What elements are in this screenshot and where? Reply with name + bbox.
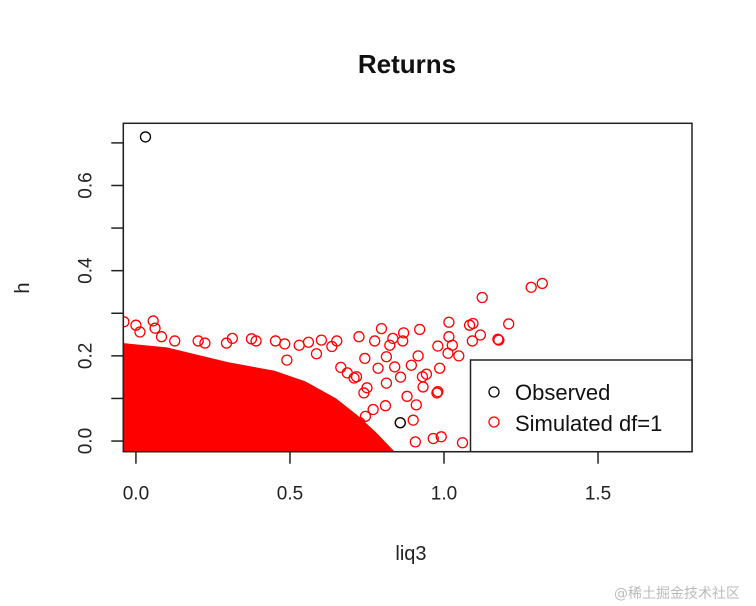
simulated-point [453,350,465,362]
simulated-point [467,317,479,330]
simulated-point [536,277,548,290]
legend-label-observed: Observed [515,380,610,405]
simulated-point [456,437,469,449]
simulated-point [384,339,396,351]
y-tick-label: 0.4 [75,257,96,284]
simulated-point [358,387,370,399]
simulated-point [359,410,372,422]
simulated-point [354,417,366,429]
x-tick-label: 0.0 [123,484,149,505]
simulated-point [492,333,504,345]
simulated-point [397,327,410,339]
observed-point [139,131,152,143]
simulated-point [401,390,413,402]
plot-area [123,131,548,452]
simulated-point [379,400,392,412]
simulated-point [281,354,293,366]
simulated-point [310,348,323,360]
watermark: @稀土掘金技术社区 [614,586,740,602]
simulated-point [192,335,204,347]
simulated-point [335,361,347,374]
x-axis: 0.0 0.5 1.0 1.5 [123,450,611,505]
simulated-point [525,281,537,293]
simulated-point [169,335,181,347]
simulated-point [394,371,407,383]
simulated-point [293,339,305,351]
simulated-point [474,329,487,341]
simulated-point [389,361,401,373]
simulated-point [432,340,444,352]
simulated-point [220,337,233,349]
simulated-point [348,372,360,384]
simulated-point [369,335,381,347]
simulated-point [341,367,353,379]
legend-marker-observed [488,386,500,398]
simulated-point [269,335,282,347]
simulated-point [147,315,159,327]
simulated-point [353,331,365,343]
x-tick-label: 1.0 [431,484,457,505]
legend: Observed Simulated df=1 [469,359,693,453]
simulated-point [503,318,515,330]
simulated-point [407,414,419,426]
x-tick-label: 0.5 [277,484,303,505]
simulated-point [326,340,338,353]
legend-marker-simulated [488,416,500,428]
legend-label-simulated: Simulated df=1 [515,411,662,436]
simulated-point [414,323,426,336]
legend-box [469,359,693,453]
simulated-point [250,335,262,347]
simulated-point [442,347,454,359]
simulated-point [432,385,444,398]
simulated-point [134,326,146,338]
observed-point [394,417,406,429]
y-tick-label: 0.6 [75,172,96,198]
simulated-point [359,352,371,365]
simulated-point [380,377,393,389]
simulated-point [434,362,446,374]
simulated-point [367,403,379,416]
simulated-point [417,381,429,393]
simulated-point [149,322,161,334]
x-axis-title: liq3 [395,543,426,565]
y-axis: 0.0 0.2 0.4 0.6 [75,142,125,454]
simulated-point [375,322,388,335]
simulated-point [302,336,315,348]
y-tick-label: 0.2 [75,343,96,369]
simulated-point [466,335,478,347]
simulated-dense-region [123,343,395,452]
simulated-point [155,331,168,343]
simulated-point [397,335,409,347]
simulated-point [279,338,291,350]
simulated-point [435,431,447,443]
simulated-point [372,362,384,374]
simulated-point [380,351,393,363]
simulated-point [416,371,429,383]
simulated-point [431,387,443,399]
x-tick-label: 1.5 [585,484,611,505]
chart-title: Returns [358,49,456,79]
simulated-point [443,316,455,328]
simulated-point [199,337,211,349]
simulated-point [315,334,328,346]
simulated-point [476,291,488,304]
y-axis-title: h [12,282,34,293]
y-tick-label: 0.0 [75,428,96,454]
simulated-point [405,359,417,371]
simulated-point [412,350,424,362]
simulated-point [493,334,505,346]
simulated-point [427,432,439,445]
simulated-point [410,399,422,411]
simulated-point [409,436,422,448]
